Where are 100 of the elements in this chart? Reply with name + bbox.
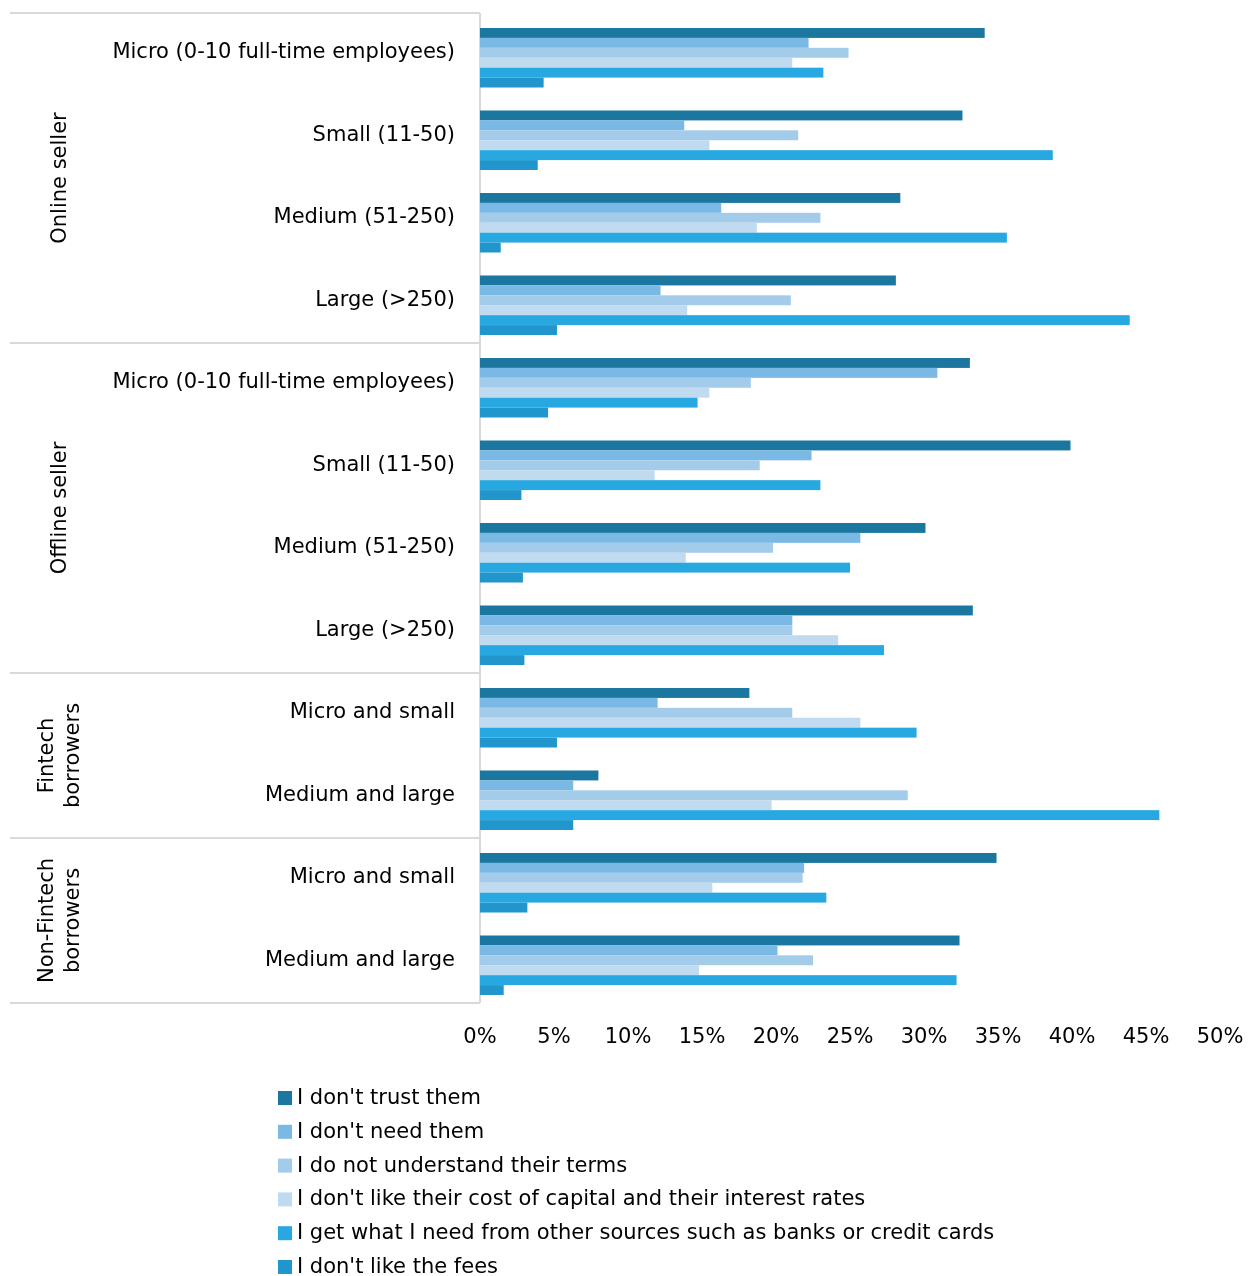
bar	[480, 697, 658, 708]
bar	[480, 655, 525, 665]
bar	[480, 295, 791, 306]
bar	[480, 523, 926, 533]
bar	[480, 242, 501, 253]
bar	[480, 985, 504, 995]
bar	[480, 688, 750, 698]
y-tick-label: Micro and small	[289, 864, 455, 889]
legend-label: I don't trust them	[297, 1085, 481, 1109]
bar	[480, 902, 528, 913]
bar	[480, 770, 599, 781]
y-tick-label: Medium and large	[264, 946, 455, 971]
bar	[480, 460, 760, 471]
bar	[480, 820, 574, 830]
bar	[480, 780, 574, 791]
bar	[480, 377, 751, 388]
bar	[480, 407, 549, 418]
bar	[480, 810, 1160, 821]
bar	[480, 150, 1053, 161]
bar	[480, 28, 985, 38]
bar	[480, 480, 821, 491]
x-tick-label: 25%	[826, 1024, 874, 1048]
bar	[480, 552, 686, 563]
bar	[480, 212, 821, 223]
bar	[480, 315, 1130, 326]
text: Online seller	[47, 111, 71, 244]
x-tick-label: 10%	[604, 1024, 652, 1048]
bar	[480, 945, 778, 956]
bar	[480, 193, 901, 203]
x-tick-label: 45%	[1122, 1024, 1170, 1048]
bar	[480, 202, 722, 213]
bar	[480, 140, 710, 151]
bar	[480, 490, 522, 500]
bar	[480, 450, 812, 461]
bar	[480, 160, 538, 170]
y-tick-label: Micro (0-10 full-time employees)	[112, 39, 455, 64]
legend-label: I don't like their cost of capital and their interest rates	[297, 1186, 866, 1211]
text: Offline seller	[47, 441, 71, 575]
bar	[480, 935, 960, 946]
x-tick-label: 0%	[463, 1024, 497, 1048]
x-tick-label: 20%	[752, 1024, 800, 1048]
bar	[480, 275, 896, 286]
bar	[480, 965, 700, 976]
y-tick-label: Large (>250)	[315, 286, 455, 311]
bar	[480, 635, 839, 646]
x-tick-label: 35%	[974, 1024, 1022, 1048]
bar	[480, 397, 698, 408]
y-tick-label: Medium (51-250)	[273, 204, 455, 229]
y-tick-label: Medium (51-250)	[273, 534, 455, 559]
bar	[480, 120, 685, 131]
y-tick-label: Large (>250)	[315, 616, 455, 641]
y-tick-label: Medium and large	[264, 781, 455, 806]
bar	[480, 975, 957, 986]
bar	[480, 67, 824, 78]
bar	[480, 470, 655, 481]
x-tick-label: 40%	[1048, 1024, 1096, 1048]
bar	[480, 717, 861, 728]
bar	[480, 562, 850, 573]
legend-label: I get what I need from other sources such as banks or credit cards	[297, 1220, 995, 1245]
bar	[480, 790, 908, 801]
bar	[480, 110, 963, 121]
bar	[480, 882, 713, 893]
bar	[480, 130, 799, 141]
bar	[480, 727, 917, 738]
legend-label: I don't like the fees	[297, 1254, 499, 1276]
text: Fintech borrowers	[34, 702, 84, 809]
bar	[480, 285, 661, 296]
bar	[480, 800, 772, 811]
bar	[480, 853, 997, 863]
bar	[480, 305, 688, 316]
bar	[480, 892, 827, 903]
bar	[480, 387, 710, 398]
legend-label: I do not understand their terms	[297, 1152, 628, 1177]
bar	[480, 532, 861, 543]
bar	[480, 615, 793, 626]
bar	[480, 358, 970, 368]
bar	[480, 955, 813, 966]
bar	[480, 737, 557, 748]
bar	[480, 77, 544, 88]
bar	[480, 542, 774, 553]
x-tick-label: 50%	[1196, 1024, 1244, 1048]
y-tick-label: Micro and small	[289, 699, 455, 724]
y-tick-label: Micro (0-10 full-time employees)	[112, 369, 455, 394]
x-tick-label: 30%	[900, 1024, 948, 1048]
bar	[480, 222, 757, 233]
bar	[480, 232, 1007, 243]
bar	[480, 325, 557, 335]
x-tick-label: 5%	[537, 1024, 571, 1048]
bar	[480, 605, 973, 616]
bar	[480, 47, 849, 58]
bar	[480, 707, 793, 718]
bar	[480, 645, 885, 656]
text: Non-Fintech borrowers	[34, 857, 84, 984]
y-tick-label: Small (11-50)	[312, 121, 455, 146]
bar	[480, 862, 805, 873]
y-tick-label: Small (11-50)	[312, 451, 455, 476]
bar	[480, 872, 803, 883]
bar	[480, 37, 809, 48]
legend-label: I don't need them	[297, 1118, 485, 1143]
bar	[480, 440, 1071, 451]
